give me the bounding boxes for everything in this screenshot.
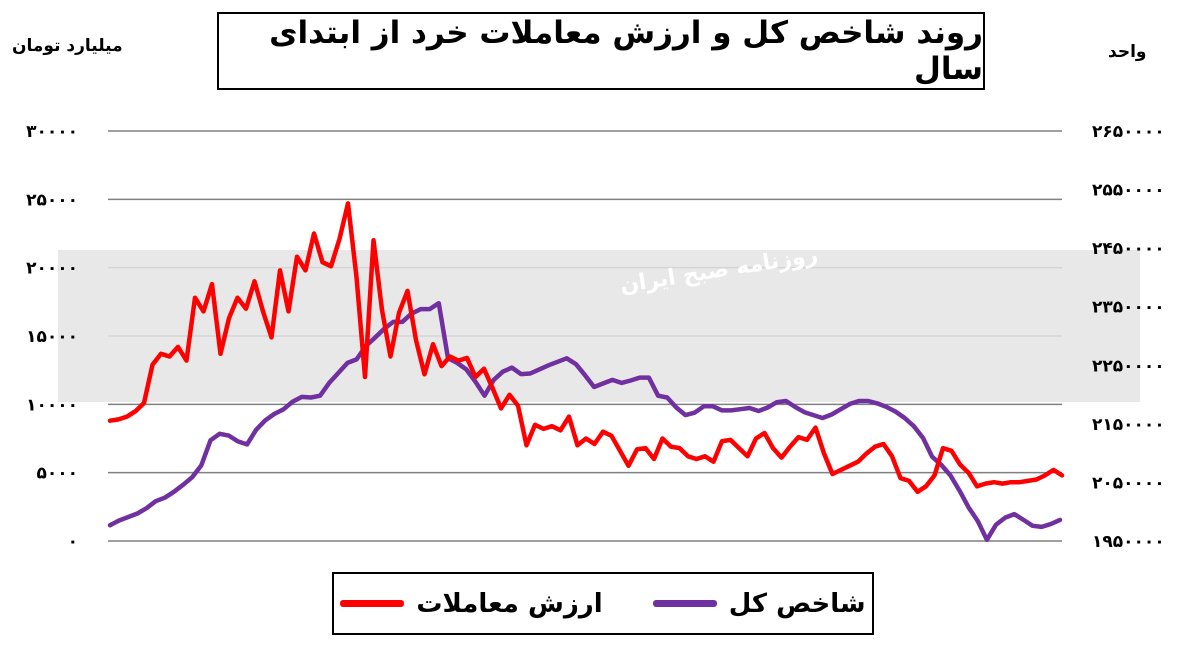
- left-tick-label: ۳۰۰۰۰: [26, 122, 78, 142]
- right-tick-label: ۲۳۵۰۰۰۰: [1092, 298, 1165, 318]
- right-axis-unit: واحد: [1108, 42, 1147, 62]
- left-tick-label: ۵۰۰۰: [36, 464, 78, 484]
- legend-swatch-trade-value: [340, 600, 405, 607]
- legend-swatch-index: [652, 600, 717, 607]
- left-axis-unit: میلیارد تومان: [12, 36, 123, 56]
- right-tick-label: ۲۱۵۰۰۰۰: [1092, 415, 1165, 435]
- left-tick-label: ۰: [68, 532, 78, 552]
- left-tick-label: ۱۰۰۰۰: [26, 395, 78, 415]
- legend: شاخص کل ارزش معاملات: [332, 572, 874, 635]
- legend-item-trade-value: ارزش معاملات: [340, 588, 603, 619]
- left-tick-label: ۲۰۰۰۰: [26, 259, 78, 279]
- watermark-band: [58, 250, 1140, 402]
- right-tick-label: ۲۵۵۰۰۰۰: [1092, 181, 1165, 201]
- legend-item-index: شاخص کل: [652, 588, 866, 619]
- left-tick-label: ۱۵۰۰۰: [26, 327, 78, 347]
- legend-label-trade-value: ارزش معاملات: [416, 588, 603, 619]
- right-tick-label: ۲۰۵۰۰۰۰: [1092, 473, 1165, 493]
- chart-title: روند شاخص کل و ارزش معاملات خرد از ابتدا…: [217, 12, 985, 90]
- watermark: روزنامه صبح ایران: [58, 243, 1140, 402]
- right-tick-label: ۲۴۵۰۰۰۰: [1092, 239, 1165, 259]
- right-tick-label: ۲۲۵۰۰۰۰: [1092, 356, 1165, 376]
- series-line-trade-value: [107, 201, 1065, 495]
- legend-label-index: شاخص کل: [728, 588, 866, 619]
- series-line-index: [107, 300, 1063, 543]
- right-tick-label: ۱۹۵۰۰۰۰: [1092, 532, 1165, 552]
- right-tick-label: ۲۶۵۰۰۰۰: [1092, 122, 1165, 142]
- left-tick-label: ۲۵۰۰۰: [26, 190, 78, 210]
